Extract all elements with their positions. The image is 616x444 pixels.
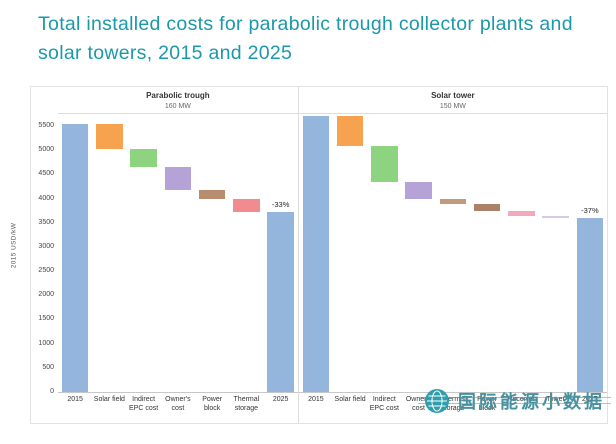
bar-2015: [61, 123, 89, 392]
panel-title: Parabolic trough: [146, 91, 210, 100]
bar-indirect-epc-cost: [371, 146, 398, 182]
bar-owner-s-cost: [164, 167, 192, 190]
category-label: 2025: [272, 396, 289, 403]
bar-power-block: [198, 189, 226, 199]
bar-2015: [302, 116, 330, 392]
annotation--33pct: -33%: [271, 200, 290, 210]
y-tick-label: 3500: [38, 218, 54, 226]
category-labels-parabolic-trough: 2015 Solar field Indirect EPC cost Owner's …: [58, 393, 298, 414]
y-tick-label: 0: [50, 388, 54, 395]
y-tick-label: 4000: [38, 194, 54, 202]
panel-solar-tower: Solar tower 150 MW -37% 2015 Solar field I…: [297, 87, 607, 423]
plot-area-solar-tower: -37%: [298, 113, 607, 393]
bar-solar-field: [336, 116, 364, 147]
chart-figure: 2015 USD/kW 0 500 1000 1500 2000 2500 3000 3500…: [11, 86, 608, 424]
category-label: 2015: [67, 396, 83, 403]
category-label: Solar field: [93, 396, 125, 403]
bar-2025: [576, 218, 604, 392]
category-labels-solar-tower: 2015 Solar field Indirect EPC cost Owner's …: [299, 393, 607, 414]
panel-subtitle: 150 MW: [439, 103, 466, 110]
bar-owner-s-cost: [405, 181, 432, 200]
y-axis-ticks: 0 500 1000 1500 2000 2500 3000 3500 4000 4500 5000…: [31, 114, 57, 395]
bar-tower: [542, 216, 569, 219]
bar-solar-field: [96, 123, 123, 149]
panel-subtitle: 160 MW: [164, 103, 191, 110]
category-label: Owner's cost: [405, 396, 432, 412]
plot-area-parabolic-trough: -33%: [58, 113, 298, 393]
y-tick-label: 5000: [38, 146, 54, 154]
y-tick-label: 4500: [38, 170, 54, 178]
category-label: Thermal storage: [233, 396, 260, 412]
y-tick-label: 1500: [38, 315, 54, 323]
y-tick-label: 2000: [38, 291, 54, 299]
watermark-line: [418, 403, 611, 404]
category-label: 2025: [581, 396, 598, 403]
bar-2025: [267, 212, 294, 392]
panel-parabolic-trough: Parabolic trough 160 MW -33% 2015 Solar f…: [58, 87, 298, 423]
category-label: Indirect EPC cost: [129, 396, 159, 412]
bar-thermal-storage: [233, 198, 260, 213]
annotation--37pct: -37%: [581, 206, 599, 216]
category-label: Indirect EPC cost: [369, 396, 399, 412]
y-axis-label: 2015 USD/kW: [10, 222, 18, 269]
watermark: 国际能源小数据: [418, 388, 611, 414]
bar-power-block: [473, 204, 501, 211]
y-tick-label: 2500: [38, 267, 54, 275]
category-label: Owner's cost: [165, 396, 191, 412]
category-label: 2015: [308, 396, 324, 403]
category-label: Power block: [202, 396, 223, 412]
globe-logo-icon: [425, 389, 449, 413]
y-tick-label: 500: [42, 363, 54, 371]
bar-receiver: [508, 210, 535, 217]
category-label: Thermal storage: [439, 396, 466, 412]
category-label: Power block: [477, 396, 497, 412]
watermark-text: 国际能源小数据: [458, 392, 605, 412]
bar-indirect-epc-cost: [130, 148, 157, 168]
y-tick-label: 3000: [38, 242, 54, 250]
y-tick-label: 1000: [38, 339, 54, 347]
panel-title: Solar tower: [431, 91, 475, 100]
category-label: Receiver: [507, 396, 536, 403]
y-tick-label: 5500: [38, 122, 54, 130]
bar-thermal-storage: [439, 199, 467, 205]
page-title: Total installed costs for parabolic trou…: [38, 13, 573, 65]
category-label: Tower: [546, 396, 565, 403]
category-label: Solar field: [334, 396, 366, 403]
watermark-line: [418, 397, 611, 398]
panels: Parabolic trough 160 MW -33% 2015 Solar f…: [58, 87, 607, 423]
